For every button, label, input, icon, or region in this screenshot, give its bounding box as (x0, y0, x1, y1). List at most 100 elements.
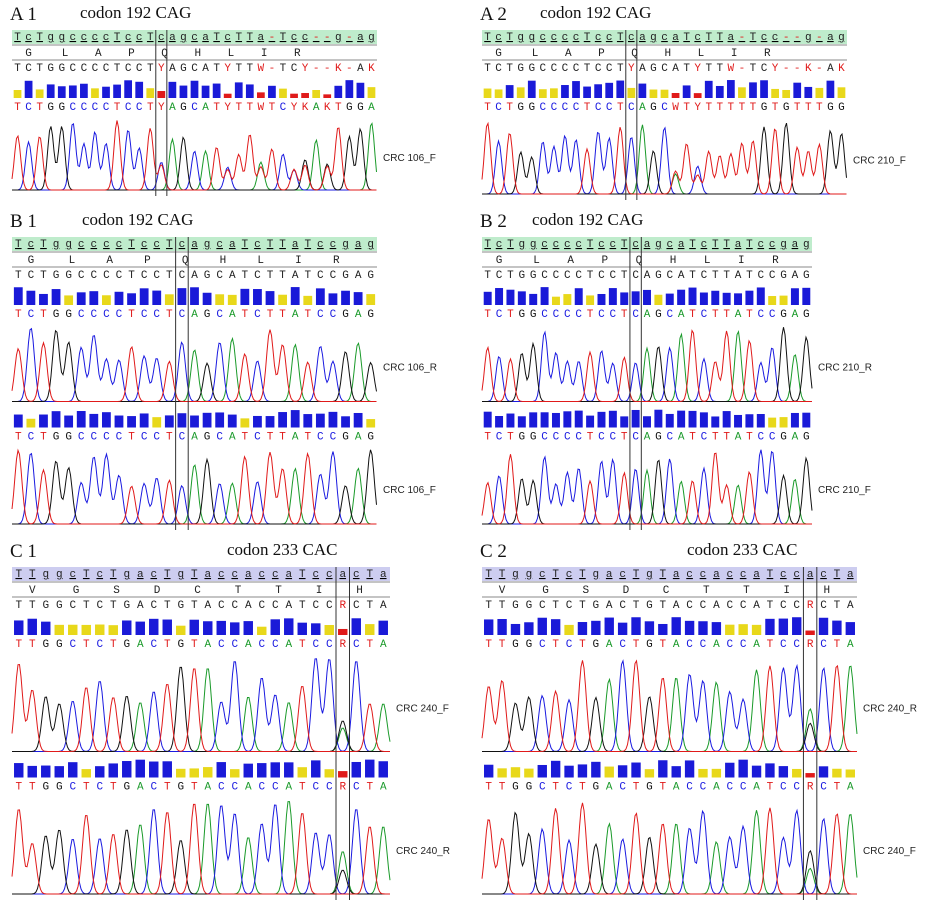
quality-bar (711, 291, 719, 305)
quality-bar (700, 293, 708, 305)
trace-curve (12, 667, 390, 751)
amino-acids: V G S D C T T I H (29, 585, 363, 597)
quality-bar (627, 88, 635, 98)
quality-bar (316, 414, 325, 428)
quality-bar (253, 416, 262, 428)
quality-bar (598, 294, 606, 305)
quality-bar (203, 293, 212, 305)
quality-bar (102, 87, 110, 98)
quality-bar (723, 293, 731, 305)
quality-bar (165, 415, 174, 427)
sample-label: CRC 210_F (818, 485, 871, 496)
quality-bar (303, 296, 312, 305)
quality-bar (685, 621, 694, 635)
quality-bar (672, 766, 681, 777)
sequence: TCTGGCCCCTCCTYAGCATYTTW-TCY--K-AK (14, 63, 375, 75)
codon-label: codon 192 CAG (82, 210, 193, 229)
quality-bar (69, 85, 77, 98)
quality-bar (529, 412, 537, 427)
quality-bar (564, 625, 573, 635)
quality-bar (127, 416, 136, 427)
sequence: TcTggccccTccTcagcaTcTTaTccgag (484, 239, 809, 251)
trace-curve (12, 802, 390, 894)
quality-bar (620, 292, 628, 305)
quality-bar (64, 416, 73, 428)
quality-bar (366, 294, 375, 305)
trace-curve (482, 470, 812, 524)
quality-bar (271, 762, 280, 777)
quality-bar (52, 289, 61, 305)
panel-label: C 2 (480, 541, 507, 562)
quality-bar (228, 295, 237, 305)
quality-bar (538, 618, 547, 635)
panel: B 2codon 192 CAGTcTggccccTccTcagcaTcTTaT… (480, 210, 872, 530)
trace-curve (12, 450, 377, 524)
quality-bar (82, 625, 91, 635)
quality-bar (82, 769, 91, 777)
quality-bar (700, 412, 708, 427)
quality-bar (832, 769, 841, 778)
quality-bar (757, 287, 765, 305)
quality-bar (712, 769, 721, 778)
trace-curve (12, 329, 377, 402)
quality-bar (578, 764, 587, 777)
quality-bar (632, 291, 640, 305)
quality-bar (838, 87, 846, 98)
quality-bar (698, 769, 707, 778)
quality-bar (564, 766, 573, 778)
quality-bar (284, 762, 293, 777)
quality-bar (645, 621, 654, 635)
quality-bar (745, 291, 753, 305)
quality-bar (122, 761, 131, 777)
quality-bar (190, 416, 199, 428)
panel-label: A 2 (480, 4, 507, 25)
quality-bar (846, 622, 855, 635)
quality-bar (325, 625, 334, 635)
quality-bar (618, 623, 627, 635)
amino-acids: G L A P Q H L I R (25, 48, 301, 60)
quality-bar (658, 760, 667, 777)
quality-bar (725, 763, 734, 778)
quality-bar (586, 295, 594, 305)
quality-bar (734, 415, 742, 428)
trace-curve (12, 669, 390, 752)
quality-bar (529, 294, 537, 305)
quality-bar (365, 760, 374, 778)
amino-acids: V G S D C T T I H (499, 585, 830, 597)
quality-bar (727, 80, 735, 98)
quality-bar (780, 417, 788, 427)
quality-bar (354, 292, 363, 305)
amino-acids: G L A P Q H L I R (495, 48, 771, 60)
quality-bar (113, 85, 121, 98)
quality-bar (506, 414, 514, 428)
quality-bar (115, 416, 124, 428)
sample-label: CRC 240_F (396, 704, 449, 715)
quality-bar (760, 80, 768, 98)
quality-bar (561, 85, 569, 98)
trace-curve (482, 327, 812, 401)
quality-bar (705, 81, 713, 98)
quality-bar (102, 295, 111, 305)
quality-bar (484, 765, 493, 778)
quality-bar (605, 767, 614, 778)
quality-bar (716, 86, 724, 98)
quality-bar (178, 288, 187, 305)
quality-bar (203, 621, 212, 635)
quality-bar (552, 297, 560, 305)
quality-bar (124, 80, 132, 98)
quality-bar (89, 291, 98, 305)
panel-label: C 1 (10, 541, 37, 562)
quality-bar (518, 291, 526, 305)
quality-bar (215, 294, 224, 305)
amino-acids: G L A P Q H L I R (28, 255, 340, 267)
quality-bar (594, 84, 602, 98)
quality-bar (575, 411, 583, 428)
quality-bar (666, 414, 674, 428)
quality-bar (68, 625, 77, 635)
sample-label: CRC 240_R (863, 704, 917, 715)
quality-bar (190, 768, 199, 777)
quality-bar (341, 291, 350, 305)
